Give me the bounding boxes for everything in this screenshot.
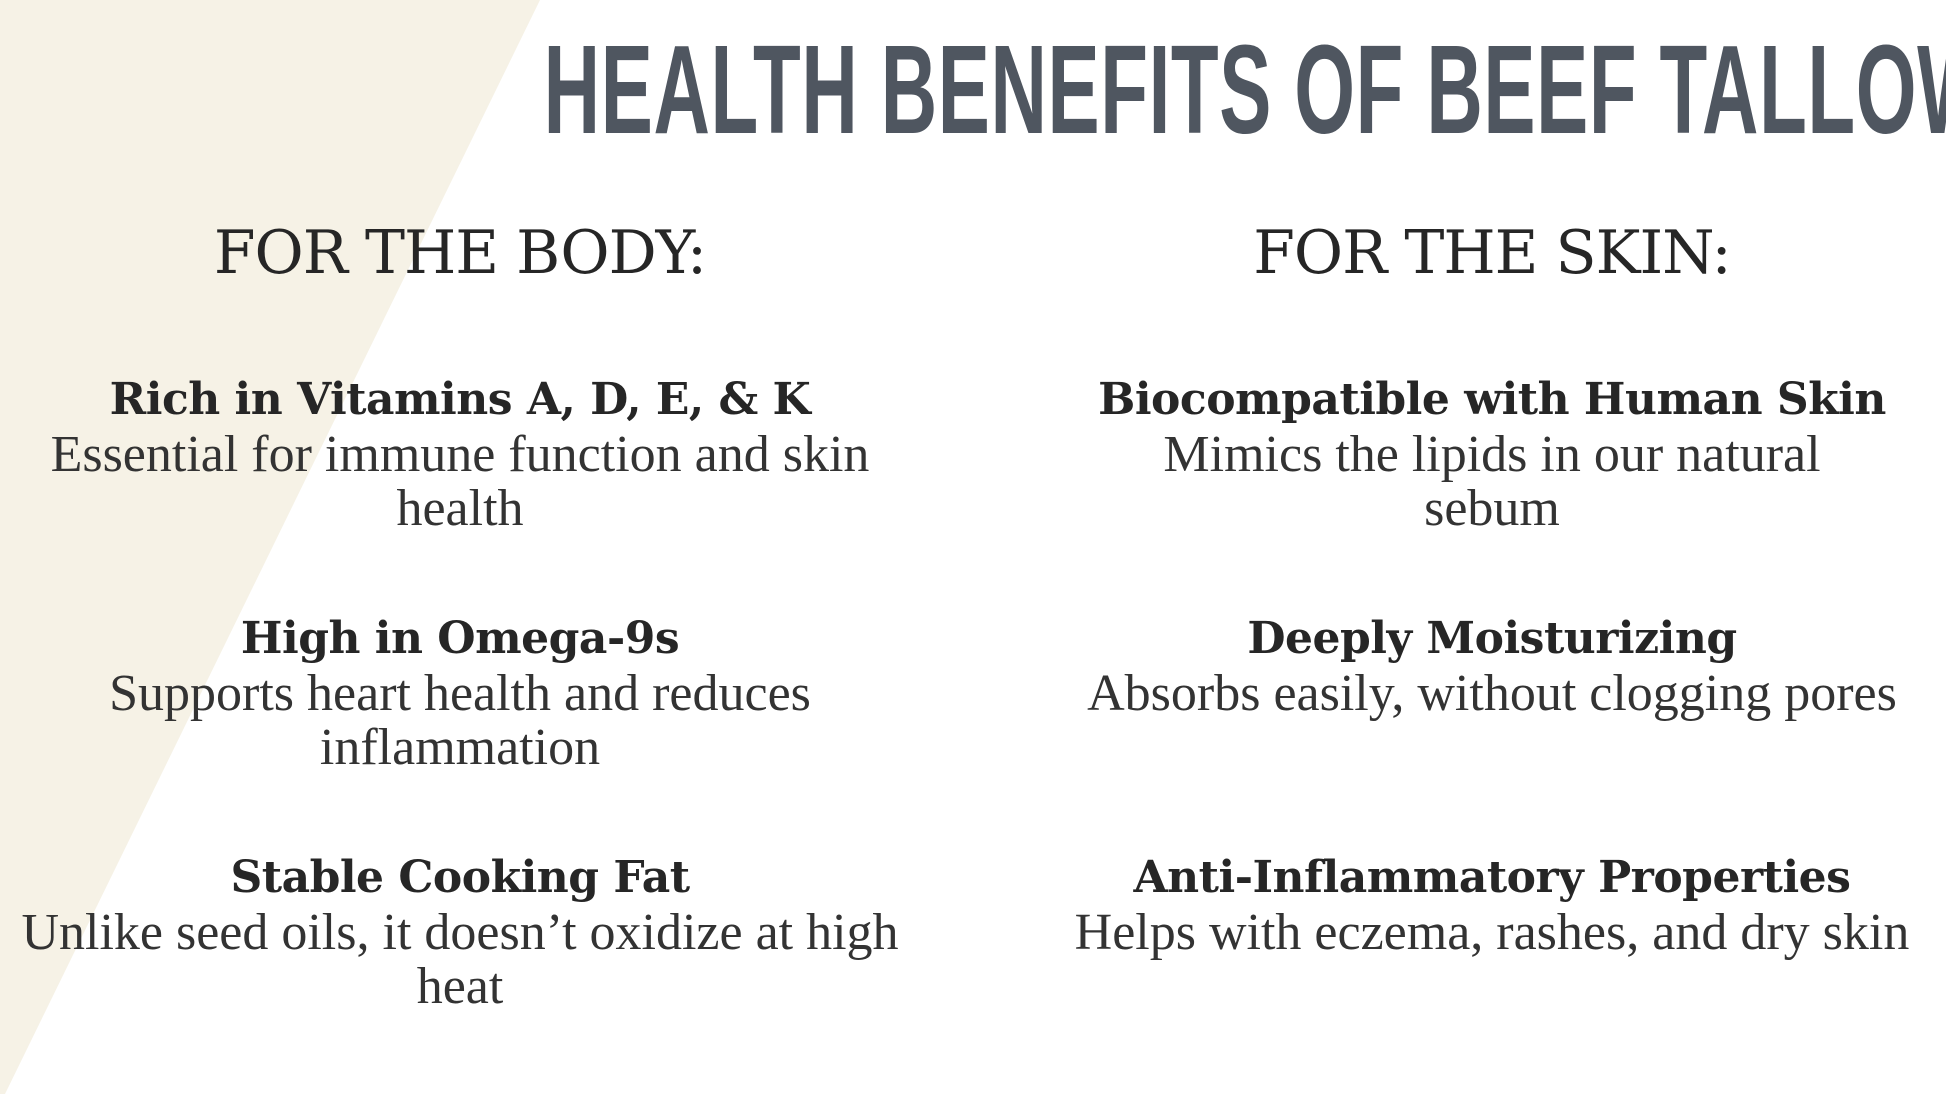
item-description: Absorbs easily, without clogging pores	[1087, 665, 1897, 722]
body-item: Rich in Vitamins A, D, E, & K Essential …	[0, 372, 920, 536]
page-title: HEALTH BENEFITS OF BEEF TALLOW	[0, 19, 1946, 160]
item-title: Stable Cooking Fat	[230, 852, 690, 903]
skin-item: Anti-Inflammatory Properties Helps with …	[1032, 850, 1946, 960]
skin-item: Biocompatible with Human Skin Mimics the…	[1032, 372, 1946, 536]
body-heading: FOR THE BODY:	[213, 218, 707, 288]
skin-heading: FOR THE SKIN:	[1253, 218, 1732, 288]
item-title: Rich in Vitamins A, D, E, & K	[109, 374, 811, 425]
item-description: Unlike seed oils, it doesn’t oxidize at …	[21, 904, 899, 1015]
item-title: High in Omega-9s	[240, 613, 680, 664]
item-title: Biocompatible with Human Skin	[1098, 374, 1886, 425]
item-title: Deeply Moisturizing	[1247, 613, 1737, 664]
page-title-text: HEALTH BENEFITS OF BEEF TALLOW	[543, 19, 1946, 160]
skin-item: Deeply Moisturizing Absorbs easily, with…	[1032, 611, 1946, 721]
item-description: Helps with eczema, rashes, and dry skin	[1074, 904, 1910, 961]
body-item: Stable Cooking Fat Unlike seed oils, it …	[0, 850, 920, 1014]
body-item: High in Omega-9s Supports heart health a…	[0, 611, 920, 775]
item-description: Supports heart health and reduces inflam…	[109, 665, 811, 776]
item-description: Essential for immune function and skin h…	[50, 426, 870, 537]
item-description: Mimics the lipids in our natural sebum	[1163, 426, 1821, 537]
item-title: Anti-Inflammatory Properties	[1133, 852, 1851, 903]
